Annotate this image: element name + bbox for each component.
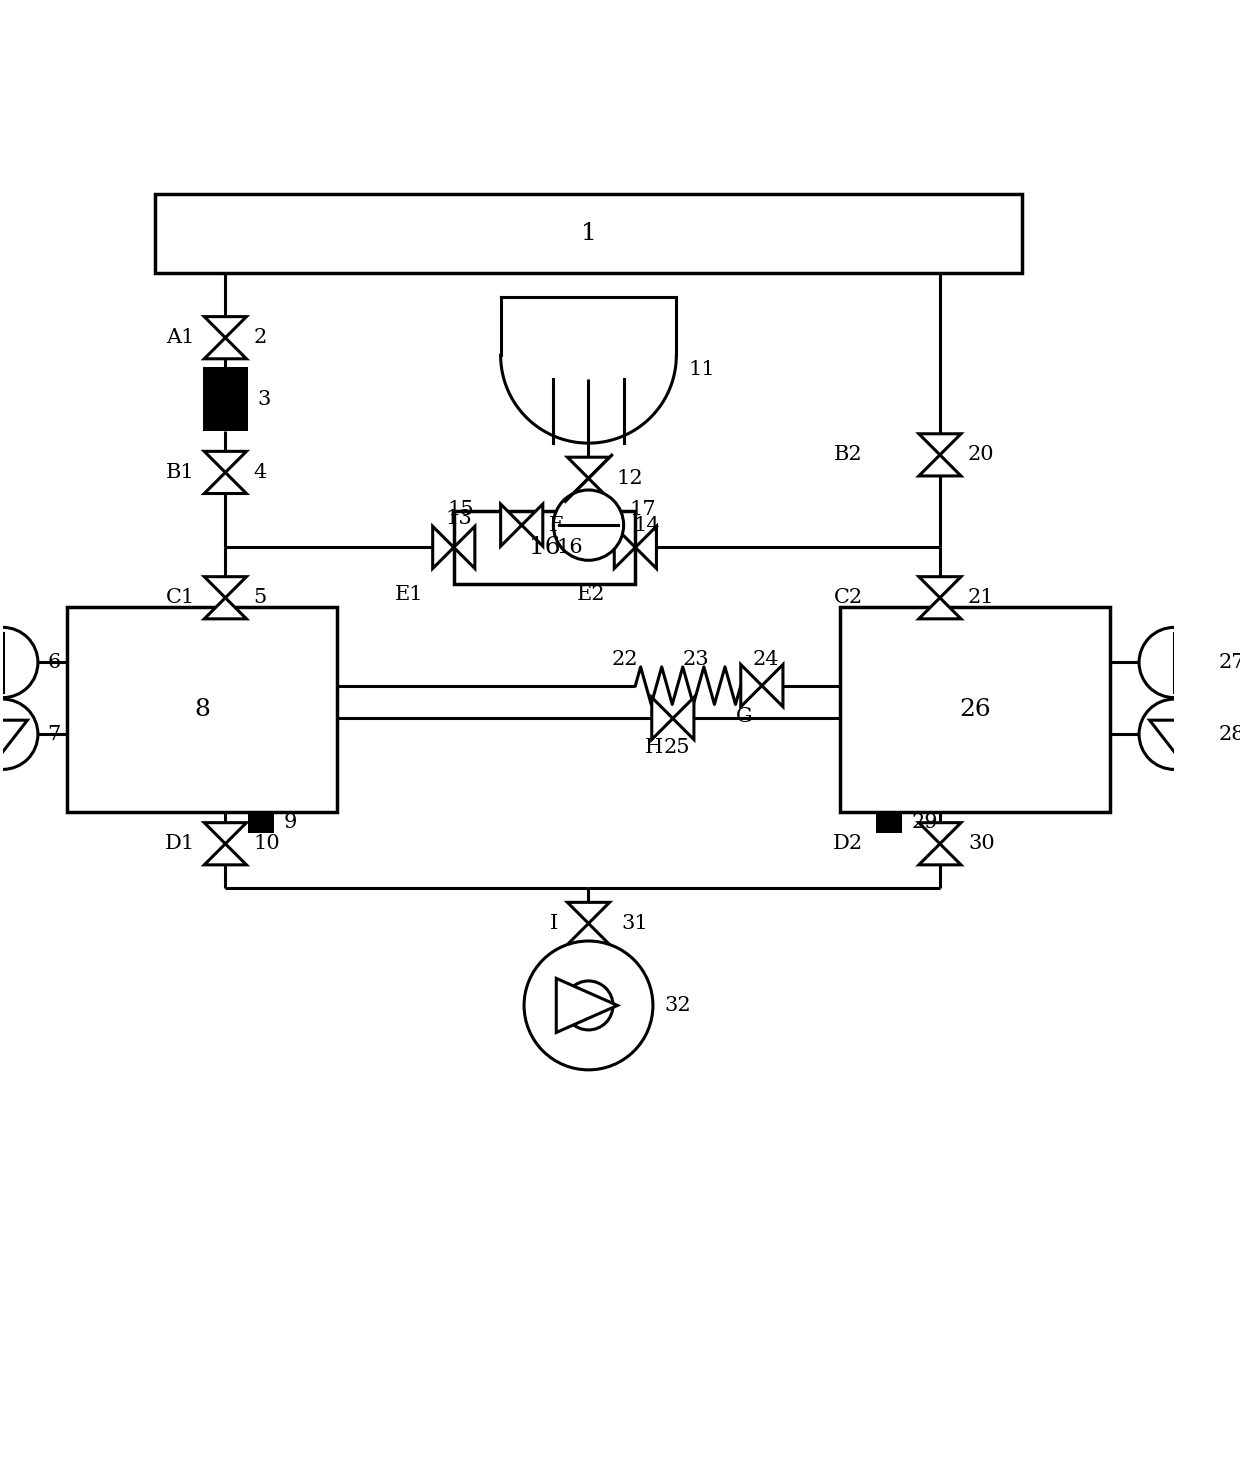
Text: 17: 17 bbox=[630, 500, 656, 520]
Polygon shape bbox=[205, 598, 247, 618]
Text: 23: 23 bbox=[682, 651, 709, 670]
Text: 7: 7 bbox=[47, 724, 61, 743]
Circle shape bbox=[0, 627, 38, 698]
Circle shape bbox=[564, 980, 613, 1030]
Text: B1: B1 bbox=[166, 462, 195, 481]
Polygon shape bbox=[205, 337, 247, 359]
Text: 29: 29 bbox=[911, 813, 937, 832]
Text: D2: D2 bbox=[832, 835, 863, 854]
Polygon shape bbox=[522, 503, 543, 546]
Text: 10: 10 bbox=[253, 835, 280, 854]
Text: 4: 4 bbox=[253, 462, 267, 481]
Polygon shape bbox=[919, 598, 961, 618]
Polygon shape bbox=[205, 316, 247, 337]
Polygon shape bbox=[205, 473, 247, 493]
Text: 1: 1 bbox=[580, 222, 596, 244]
Polygon shape bbox=[501, 503, 522, 546]
Circle shape bbox=[553, 490, 624, 561]
Bar bbox=[67, 606, 336, 813]
Text: A1: A1 bbox=[166, 328, 195, 347]
Text: 16: 16 bbox=[557, 537, 583, 556]
Bar bbox=[875, 813, 901, 833]
Text: 22: 22 bbox=[611, 651, 639, 670]
Polygon shape bbox=[568, 923, 610, 945]
Circle shape bbox=[525, 941, 653, 1070]
Polygon shape bbox=[919, 577, 961, 598]
Polygon shape bbox=[454, 527, 475, 568]
Text: 24: 24 bbox=[753, 651, 779, 670]
Polygon shape bbox=[0, 720, 27, 752]
Text: 21: 21 bbox=[968, 589, 994, 608]
Circle shape bbox=[1140, 699, 1209, 770]
Text: 27: 27 bbox=[1219, 654, 1240, 673]
Polygon shape bbox=[761, 664, 782, 707]
Polygon shape bbox=[652, 698, 673, 739]
Text: 32: 32 bbox=[665, 997, 691, 1014]
Text: 11: 11 bbox=[688, 361, 714, 380]
Polygon shape bbox=[205, 452, 247, 473]
Polygon shape bbox=[568, 458, 610, 478]
Text: C2: C2 bbox=[833, 589, 863, 608]
Polygon shape bbox=[614, 527, 635, 568]
Bar bbox=[248, 813, 274, 833]
Polygon shape bbox=[919, 823, 961, 843]
Polygon shape bbox=[919, 434, 961, 455]
Text: 30: 30 bbox=[968, 835, 994, 854]
Circle shape bbox=[1140, 627, 1209, 698]
Bar bbox=[454, 511, 635, 584]
Polygon shape bbox=[1149, 720, 1199, 752]
Text: 13: 13 bbox=[445, 509, 472, 527]
Text: D1: D1 bbox=[165, 835, 195, 854]
Text: 5: 5 bbox=[253, 589, 267, 608]
Text: C1: C1 bbox=[166, 589, 195, 608]
Polygon shape bbox=[919, 843, 961, 866]
Text: 2: 2 bbox=[253, 328, 267, 347]
Polygon shape bbox=[205, 577, 247, 598]
Polygon shape bbox=[635, 527, 656, 568]
Bar bbox=[203, 367, 248, 431]
Polygon shape bbox=[205, 823, 247, 843]
Bar bbox=[841, 606, 1110, 813]
Bar bbox=[155, 194, 1022, 274]
Text: 16: 16 bbox=[528, 536, 560, 559]
Polygon shape bbox=[568, 478, 610, 499]
Text: 26: 26 bbox=[960, 698, 991, 721]
Text: 25: 25 bbox=[663, 739, 689, 757]
Circle shape bbox=[0, 699, 38, 770]
Polygon shape bbox=[673, 698, 694, 739]
Text: 8: 8 bbox=[193, 698, 210, 721]
Text: 3: 3 bbox=[257, 390, 270, 409]
Polygon shape bbox=[433, 527, 454, 568]
Text: E2: E2 bbox=[577, 584, 605, 604]
Text: B2: B2 bbox=[835, 446, 863, 464]
Text: I: I bbox=[549, 914, 558, 933]
Text: 15: 15 bbox=[448, 500, 475, 520]
Text: 14: 14 bbox=[632, 515, 660, 534]
Text: 6: 6 bbox=[47, 654, 61, 673]
Polygon shape bbox=[740, 664, 761, 707]
Polygon shape bbox=[557, 979, 618, 1032]
Text: F: F bbox=[548, 515, 563, 534]
Polygon shape bbox=[205, 843, 247, 866]
Text: 28: 28 bbox=[1219, 724, 1240, 743]
Text: 31: 31 bbox=[621, 914, 649, 933]
Text: 12: 12 bbox=[616, 468, 644, 487]
Text: 20: 20 bbox=[968, 446, 994, 464]
Polygon shape bbox=[568, 902, 610, 923]
Text: G: G bbox=[735, 707, 753, 726]
Text: 9: 9 bbox=[284, 813, 296, 832]
Polygon shape bbox=[919, 455, 961, 475]
Text: E1: E1 bbox=[394, 584, 423, 604]
Text: H: H bbox=[645, 739, 663, 757]
